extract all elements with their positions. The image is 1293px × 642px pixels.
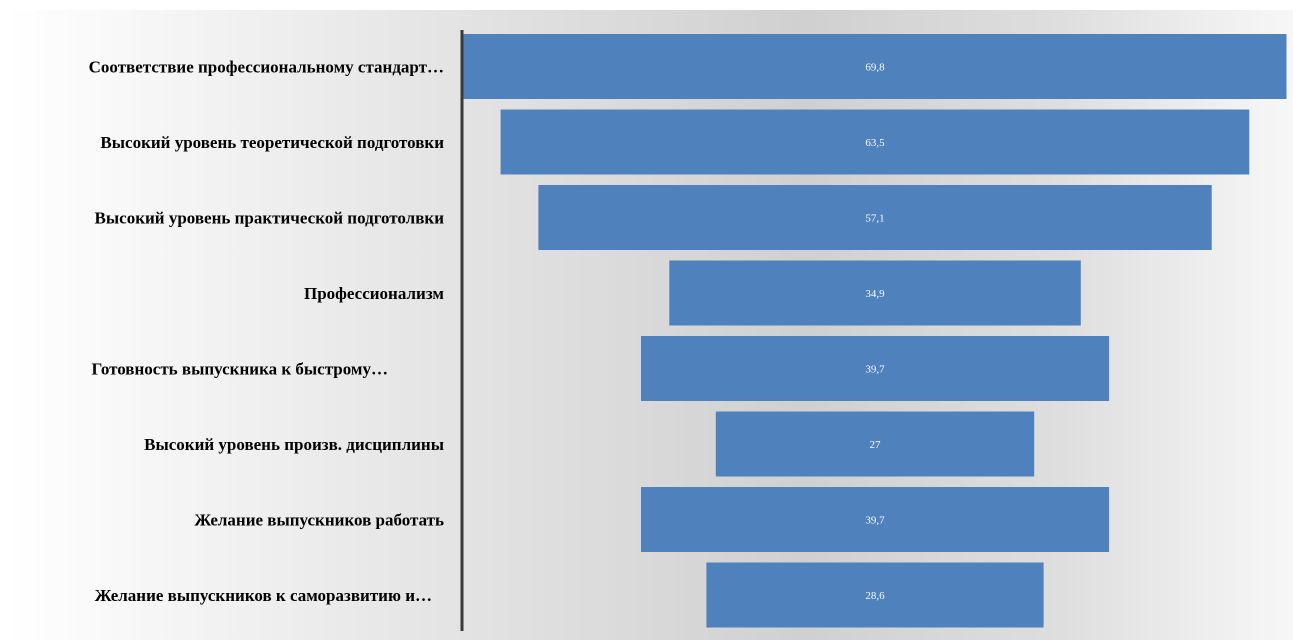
bar-value-label: 57,1 <box>865 213 884 225</box>
bars-layer: 69,8 63,5 57,1 34,9 39,7 27 39,7 28,6 <box>463 34 1287 628</box>
bar-value-label: 34,9 <box>865 288 885 300</box>
funnel-bar <box>641 487 1110 552</box>
category-label: Желание выпускников работать <box>194 511 444 530</box>
funnel-bar <box>715 411 1035 477</box>
category-label: Готовность выпускника к быстрому… <box>92 360 389 379</box>
bar-value-label: 39,7 <box>865 515 885 527</box>
funnel-bar <box>706 562 1044 628</box>
bar-value-label: 28,6 <box>865 590 885 602</box>
category-label: Профессионализм <box>304 284 444 303</box>
category-label: Высокий уровень произв. дисциплины <box>144 435 444 454</box>
funnel-bar <box>463 34 1287 99</box>
bar-value-label: 69,8 <box>865 62 885 74</box>
category-label: Высокий уровень практической подготолвки <box>95 209 445 228</box>
funnel-bar <box>669 260 1081 326</box>
funnel-bar <box>538 185 1212 250</box>
category-label: Желание выпускников к саморазвитию и… <box>95 586 432 605</box>
funnel-bar <box>500 109 1250 175</box>
bar-value-label: 63,5 <box>865 137 885 149</box>
bar-value-label: 39,7 <box>865 364 885 376</box>
category-label: Соответствие профессиональному стандарт… <box>89 58 444 77</box>
funnel-bar <box>641 336 1110 401</box>
bar-value-label: 27 <box>870 439 882 451</box>
category-label: Высокий уровень теоретической подготовки <box>100 133 444 152</box>
category-labels-layer: Соответствие профессиональному стандарт…… <box>89 58 445 606</box>
